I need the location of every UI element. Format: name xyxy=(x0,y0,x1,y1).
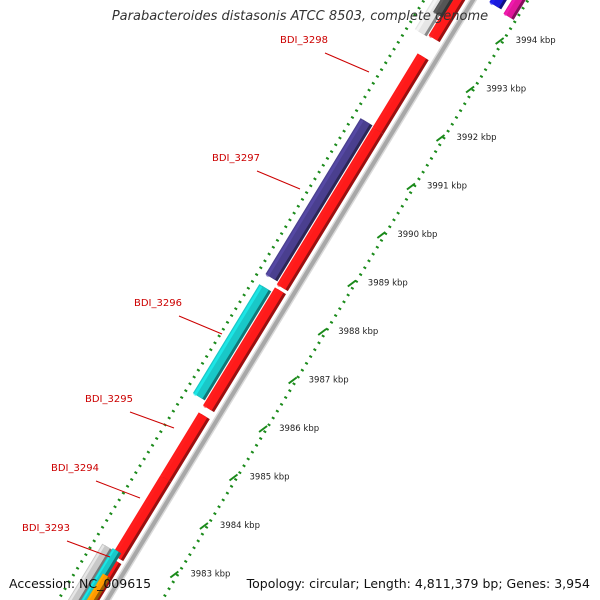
kbp-tick-mark xyxy=(376,231,386,239)
gene-label-leader xyxy=(178,315,223,335)
kbp-tick-label: 3987 kbp xyxy=(309,376,349,386)
cds-forward-5[interactable] xyxy=(112,475,172,562)
kbp-tick-label: 3986 kbp xyxy=(279,424,319,434)
kbp-tick-label: 3991 kbp xyxy=(427,182,467,192)
cds-magenta-top[interactable] xyxy=(503,0,532,20)
kbp-ruler: 3994 kbp 3993 kbp 3992 kbp 3991 kbp 3990 kbp… xyxy=(169,36,556,580)
gene-label-leader xyxy=(95,480,141,499)
kbp-tick-mark xyxy=(495,37,505,45)
gene-label[interactable]: BDI_3295 xyxy=(85,394,133,405)
genome-title: Parabacteroides distasonis ATCC 8503, co… xyxy=(111,9,489,24)
kbp-tick-label: 3993 kbp xyxy=(486,85,526,95)
kbp-tick-label: 3990 kbp xyxy=(397,230,437,240)
cds-forward-2[interactable] xyxy=(276,127,384,292)
gene-features xyxy=(58,0,532,600)
gene-label-leader xyxy=(256,170,301,190)
cds-forward-1[interactable] xyxy=(372,53,429,135)
gene-label[interactable]: BDI_3297 xyxy=(212,153,260,164)
kbp-tick-label: 3994 kbp xyxy=(516,36,556,46)
cds-orange-bottom[interactable] xyxy=(76,573,111,600)
genome-backbone xyxy=(104,0,476,600)
kbp-tick-mark xyxy=(465,85,475,94)
outer-dotted-track xyxy=(56,0,426,600)
gene-label-layer: BDI_3298 BDI_3297 BDI_3296 BDI_3295 BDI_3294… xyxy=(22,35,370,558)
kbp-tick-mark xyxy=(258,425,268,433)
kbp-tick-mark xyxy=(228,473,239,482)
kbp-tick-label: 3992 kbp xyxy=(457,133,497,143)
kbp-tick-mark xyxy=(288,376,298,385)
gene-label[interactable]: BDI_3293 xyxy=(22,523,70,534)
cds-purple-bdi3297[interactable] xyxy=(265,118,373,282)
kbp-tick-label: 3985 kbp xyxy=(250,473,290,483)
kbp-tick-label: 3983 kbp xyxy=(190,570,230,580)
kbp-tick-mark xyxy=(169,570,179,579)
genome-summary-text: Topology: circular; Length: 4,811,379 bp… xyxy=(246,576,590,591)
gene-label[interactable]: BDI_3296 xyxy=(134,298,182,309)
cds-dark-top[interactable] xyxy=(433,0,459,18)
cds-blue-top[interactable] xyxy=(489,0,512,10)
gene-label-leader xyxy=(129,411,175,429)
kbp-tick-mark xyxy=(347,279,357,288)
kbp-tick-mark xyxy=(435,134,446,142)
kbp-tick-mark xyxy=(317,328,327,336)
kbp-tick-label: 3984 kbp xyxy=(220,521,260,531)
cds-forward-3[interactable] xyxy=(203,287,286,413)
kbp-tick-mark xyxy=(199,522,209,530)
cds-grey-bottom[interactable] xyxy=(58,543,113,600)
accession-text: Accession: NC_009615 xyxy=(9,576,152,591)
kbp-tick-mark xyxy=(406,182,416,191)
kbp-tick-label: 3989 kbp xyxy=(368,279,408,289)
gene-label-leader xyxy=(324,52,370,73)
cds-forward-4[interactable] xyxy=(160,412,210,483)
cds-cyan-bdi3296[interactable] xyxy=(192,284,272,401)
kbp-tick-label: 3988 kbp xyxy=(338,327,378,337)
gene-label[interactable]: BDI_3294 xyxy=(51,463,99,474)
inner-dotted-track xyxy=(160,0,530,600)
gene-label[interactable]: BDI_3298 xyxy=(280,35,328,46)
gene-label-leader xyxy=(66,540,111,558)
map-tracks xyxy=(56,0,530,600)
